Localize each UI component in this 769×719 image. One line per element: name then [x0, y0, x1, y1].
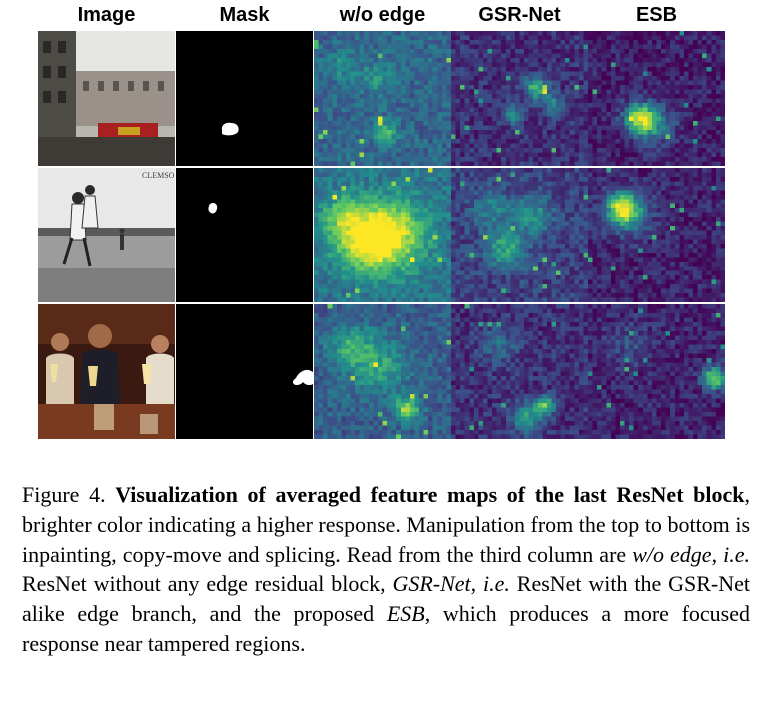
caption-bold-title: Visualization of averaged feature maps o… — [115, 482, 745, 507]
heatmap-esb-inpainting — [588, 31, 725, 166]
heatmap-gsr-net-splicing — [451, 304, 588, 439]
column-header-gsr-net: GSR-Net — [478, 4, 561, 26]
column-header-mask: Mask — [219, 4, 270, 26]
column-header-image: Image — [77, 4, 136, 26]
heatmap-gsr-net-inpainting — [451, 31, 588, 166]
figure-caption: Figure 4. Visualization of averaged feat… — [22, 482, 750, 656]
mask-splicing — [176, 304, 313, 439]
heatmap-esb-splicing — [588, 304, 725, 439]
clemson-watermark: CLEMSON — [142, 171, 175, 180]
heatmap-wo-edge-splicing — [314, 304, 451, 439]
mask-copy-move — [176, 168, 313, 302]
heatmap-wo-edge-inpainting — [314, 31, 451, 166]
photo-splicing — [38, 304, 175, 439]
heatmap-gsr-net-copy-move — [451, 168, 588, 302]
photo-copy-move: CLEMSON — [38, 168, 175, 302]
mask-inpainting — [176, 31, 313, 166]
heatmap-esb-copy-move — [588, 168, 725, 302]
column-header-esb: ESB — [635, 4, 678, 26]
column-header-wo-edge: w/o edge — [339, 4, 426, 26]
heatmap-wo-edge-copy-move — [314, 168, 451, 302]
photo-inpainting — [38, 31, 175, 166]
figure-label: Figure 4. — [22, 482, 106, 507]
